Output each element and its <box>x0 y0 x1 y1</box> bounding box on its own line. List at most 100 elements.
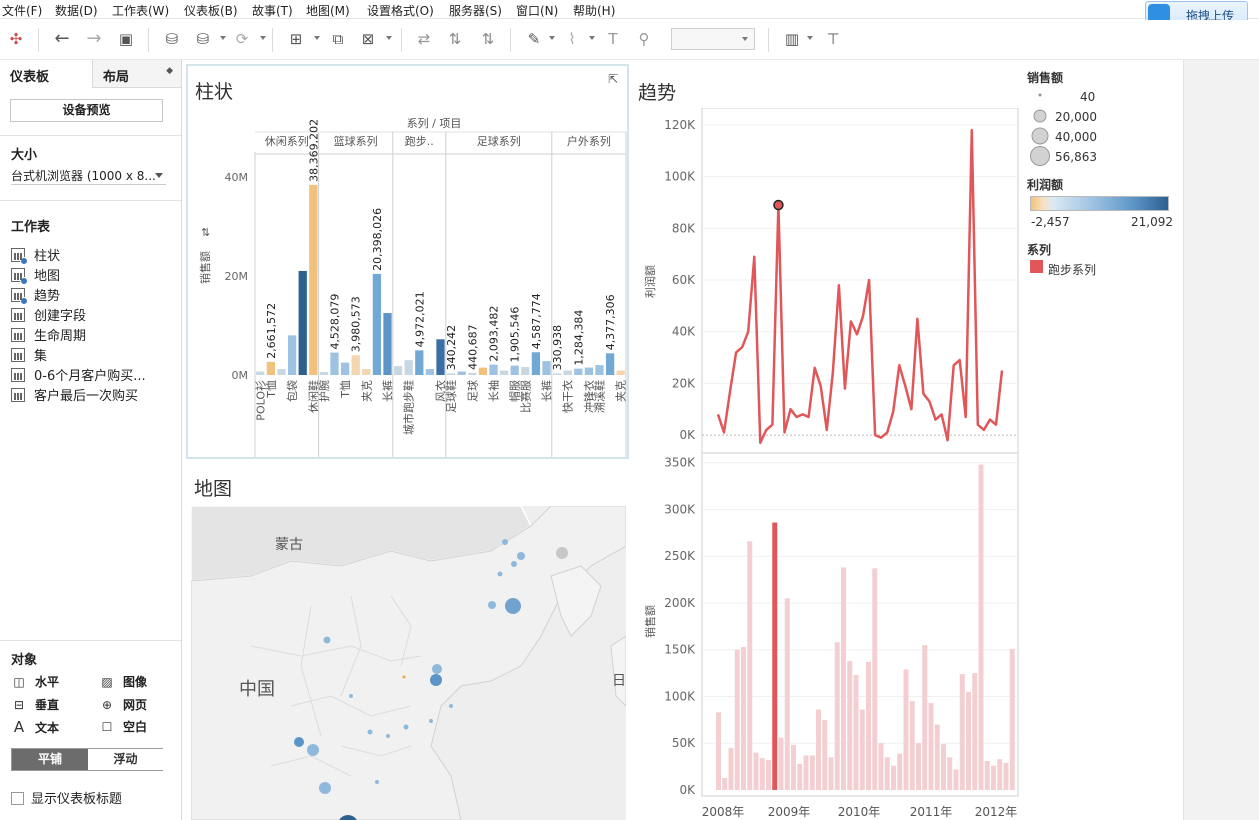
bar-data-label: 330,938 <box>551 325 564 371</box>
bar <box>941 744 946 790</box>
object-webpage[interactable]: ⊕ 网页 <box>99 696 147 713</box>
pause-updates-icon[interactable]: ⛁ <box>196 30 210 48</box>
menu-window[interactable]: 窗口(N) <box>516 4 559 18</box>
x-tick-label: T恤 <box>265 380 278 399</box>
labels-icon[interactable]: T <box>608 30 618 48</box>
worksheet-icon <box>11 348 25 362</box>
object-vertical[interactable]: ⊟ 垂直 <box>11 696 59 713</box>
menu-story[interactable]: 故事(T) <box>252 4 293 18</box>
x-tick-label: 2011年 <box>910 805 953 819</box>
tab-layout-label: 布局 <box>103 70 130 85</box>
highlight-icon[interactable]: ✎ <box>527 30 541 48</box>
undo-icon[interactable]: ← <box>54 28 70 49</box>
floating-button[interactable]: 浮动 <box>88 749 163 770</box>
open-sheet-icon[interactable]: ⇱ <box>608 72 619 86</box>
series-legend-item[interactable]: 跑步系列 <box>1048 263 1097 277</box>
refresh-icon[interactable]: ⟳ <box>235 30 249 48</box>
color-legend-min: -2,457 <box>1031 215 1070 229</box>
object-image[interactable]: ▨ 图像 <box>99 673 147 690</box>
menu-format[interactable]: 设置格式(O) <box>367 4 434 18</box>
show-dashboard-title-checkbox[interactable]: 显示仪表板标题 <box>11 788 122 807</box>
size-title: 大小 <box>11 148 38 163</box>
paperclip-icon[interactable]: ⌇ <box>568 30 576 48</box>
map-point <box>375 780 379 784</box>
menu-server[interactable]: 服务器(S) <box>449 4 502 18</box>
bar <box>457 371 466 375</box>
worksheet-item[interactable]: 生命周期 <box>11 325 86 344</box>
worksheet-item[interactable]: 集 <box>11 345 47 364</box>
tiled-button[interactable]: 平铺 <box>12 749 88 770</box>
clear-sheet-icon[interactable]: ⊠ <box>361 30 375 48</box>
y-tick-label: 0K <box>679 783 696 797</box>
divider <box>0 640 181 641</box>
pin-icon[interactable]: ⚲ <box>638 30 650 48</box>
presentation-icon[interactable]: ⊤ <box>826 30 840 48</box>
menu-help[interactable]: 帮助(H) <box>573 4 616 18</box>
x-tick-label: 护腕 <box>317 380 331 402</box>
x-tick-label: 足球鞋 <box>444 380 458 413</box>
map-view[interactable]: 蒙古 中国 日 <box>191 506 626 820</box>
bar <box>934 724 940 790</box>
show-me-icon[interactable]: ▥ <box>784 30 800 48</box>
bar-data-label: 3,980,573 <box>350 296 363 352</box>
swap-axes-icon[interactable]: ⇄ <box>417 30 431 48</box>
new-worksheet-icon[interactable]: ⊞ <box>289 30 303 48</box>
worksheet-item[interactable]: 0-6个月客户购买... <box>11 365 146 384</box>
worksheet-item[interactable]: 柱状 <box>11 245 60 265</box>
object-blank[interactable]: ☐ 空白 <box>99 718 147 735</box>
object-text[interactable]: A 文本 <box>11 718 59 736</box>
chevron-down-icon[interactable] <box>314 36 320 40</box>
menu-map[interactable]: 地图(M) <box>306 4 350 18</box>
worksheet-item[interactable]: 地图 <box>11 265 60 285</box>
duplicate-icon[interactable]: ⧉ <box>332 30 344 48</box>
bar <box>966 691 971 790</box>
chevron-down-icon[interactable] <box>589 36 595 40</box>
size-dropdown[interactable]: 台式机浏览器 (1000 x 8... <box>11 167 166 185</box>
worksheet-item[interactable]: 客户最后一次购买 <box>11 385 138 404</box>
chevron-down-icon[interactable] <box>386 36 392 40</box>
worksheet-item[interactable]: 趋势 <box>11 285 60 305</box>
chevron-down-icon[interactable] <box>549 36 555 40</box>
new-datasource-icon[interactable]: ⛁ <box>165 30 179 48</box>
tab-layout[interactable]: 布局 ◆ <box>92 60 181 88</box>
bar-sheet[interactable]: 柱状 ⇱ 系列 / 项目 销售额 ⇅ 0M 20M 40M 休闲系列 POLO衫 2,661,5… <box>186 64 629 459</box>
menu-data[interactable]: 数据(D) <box>55 4 98 18</box>
fit-select[interactable] <box>671 28 755 50</box>
chevron-down-icon[interactable] <box>220 36 226 40</box>
redo-icon[interactable]: → <box>86 28 102 49</box>
menu-file[interactable]: 文件(F) <box>2 4 43 18</box>
x-tick-label: 2008年 <box>702 805 745 819</box>
bar <box>797 763 803 790</box>
in-use-check-icon <box>20 277 28 285</box>
save-icon[interactable]: ▣ <box>118 30 134 48</box>
map-point <box>349 694 353 698</box>
menu-dashboard[interactable]: 仪表板(B) <box>184 4 238 18</box>
bar <box>772 522 778 790</box>
map-label-japan: 日 <box>612 673 626 689</box>
y-tick-label: 0M <box>232 369 249 382</box>
toolbar-separator <box>272 28 273 52</box>
tiled-floating-toggle: 平铺 浮动 <box>11 748 163 771</box>
chevron-down-icon[interactable] <box>260 36 266 40</box>
bar <box>510 365 519 375</box>
chevron-down-icon[interactable] <box>807 36 813 40</box>
map-point <box>402 675 406 679</box>
sort-descending-icon[interactable]: ⇅ <box>481 30 495 48</box>
map-point <box>323 636 331 644</box>
worksheet-icon <box>11 248 28 265</box>
device-preview-button[interactable]: 设备预览 <box>10 99 163 122</box>
x-tick-label: POLO衫 <box>254 380 267 421</box>
bar <box>778 737 784 790</box>
menu-worksheet[interactable]: 工作表(W) <box>112 4 170 18</box>
object-horizontal[interactable]: ◫ 水平 <box>11 673 59 690</box>
bar-data-label: 2,093,482 <box>488 306 501 362</box>
size-legend-value: 40 <box>1080 90 1096 104</box>
tableau-logo-icon[interactable]: ✣ <box>9 30 23 48</box>
sort-ascending-icon[interactable]: ⇅ <box>448 30 462 48</box>
bar <box>972 673 978 790</box>
series-line <box>716 128 1004 445</box>
worksheet-item[interactable]: 创建字段 <box>11 305 86 324</box>
tab-dashboard[interactable]: 仪表板 <box>0 60 92 88</box>
color-legend-title: 利润额 <box>1027 178 1064 192</box>
bar <box>997 759 1003 790</box>
